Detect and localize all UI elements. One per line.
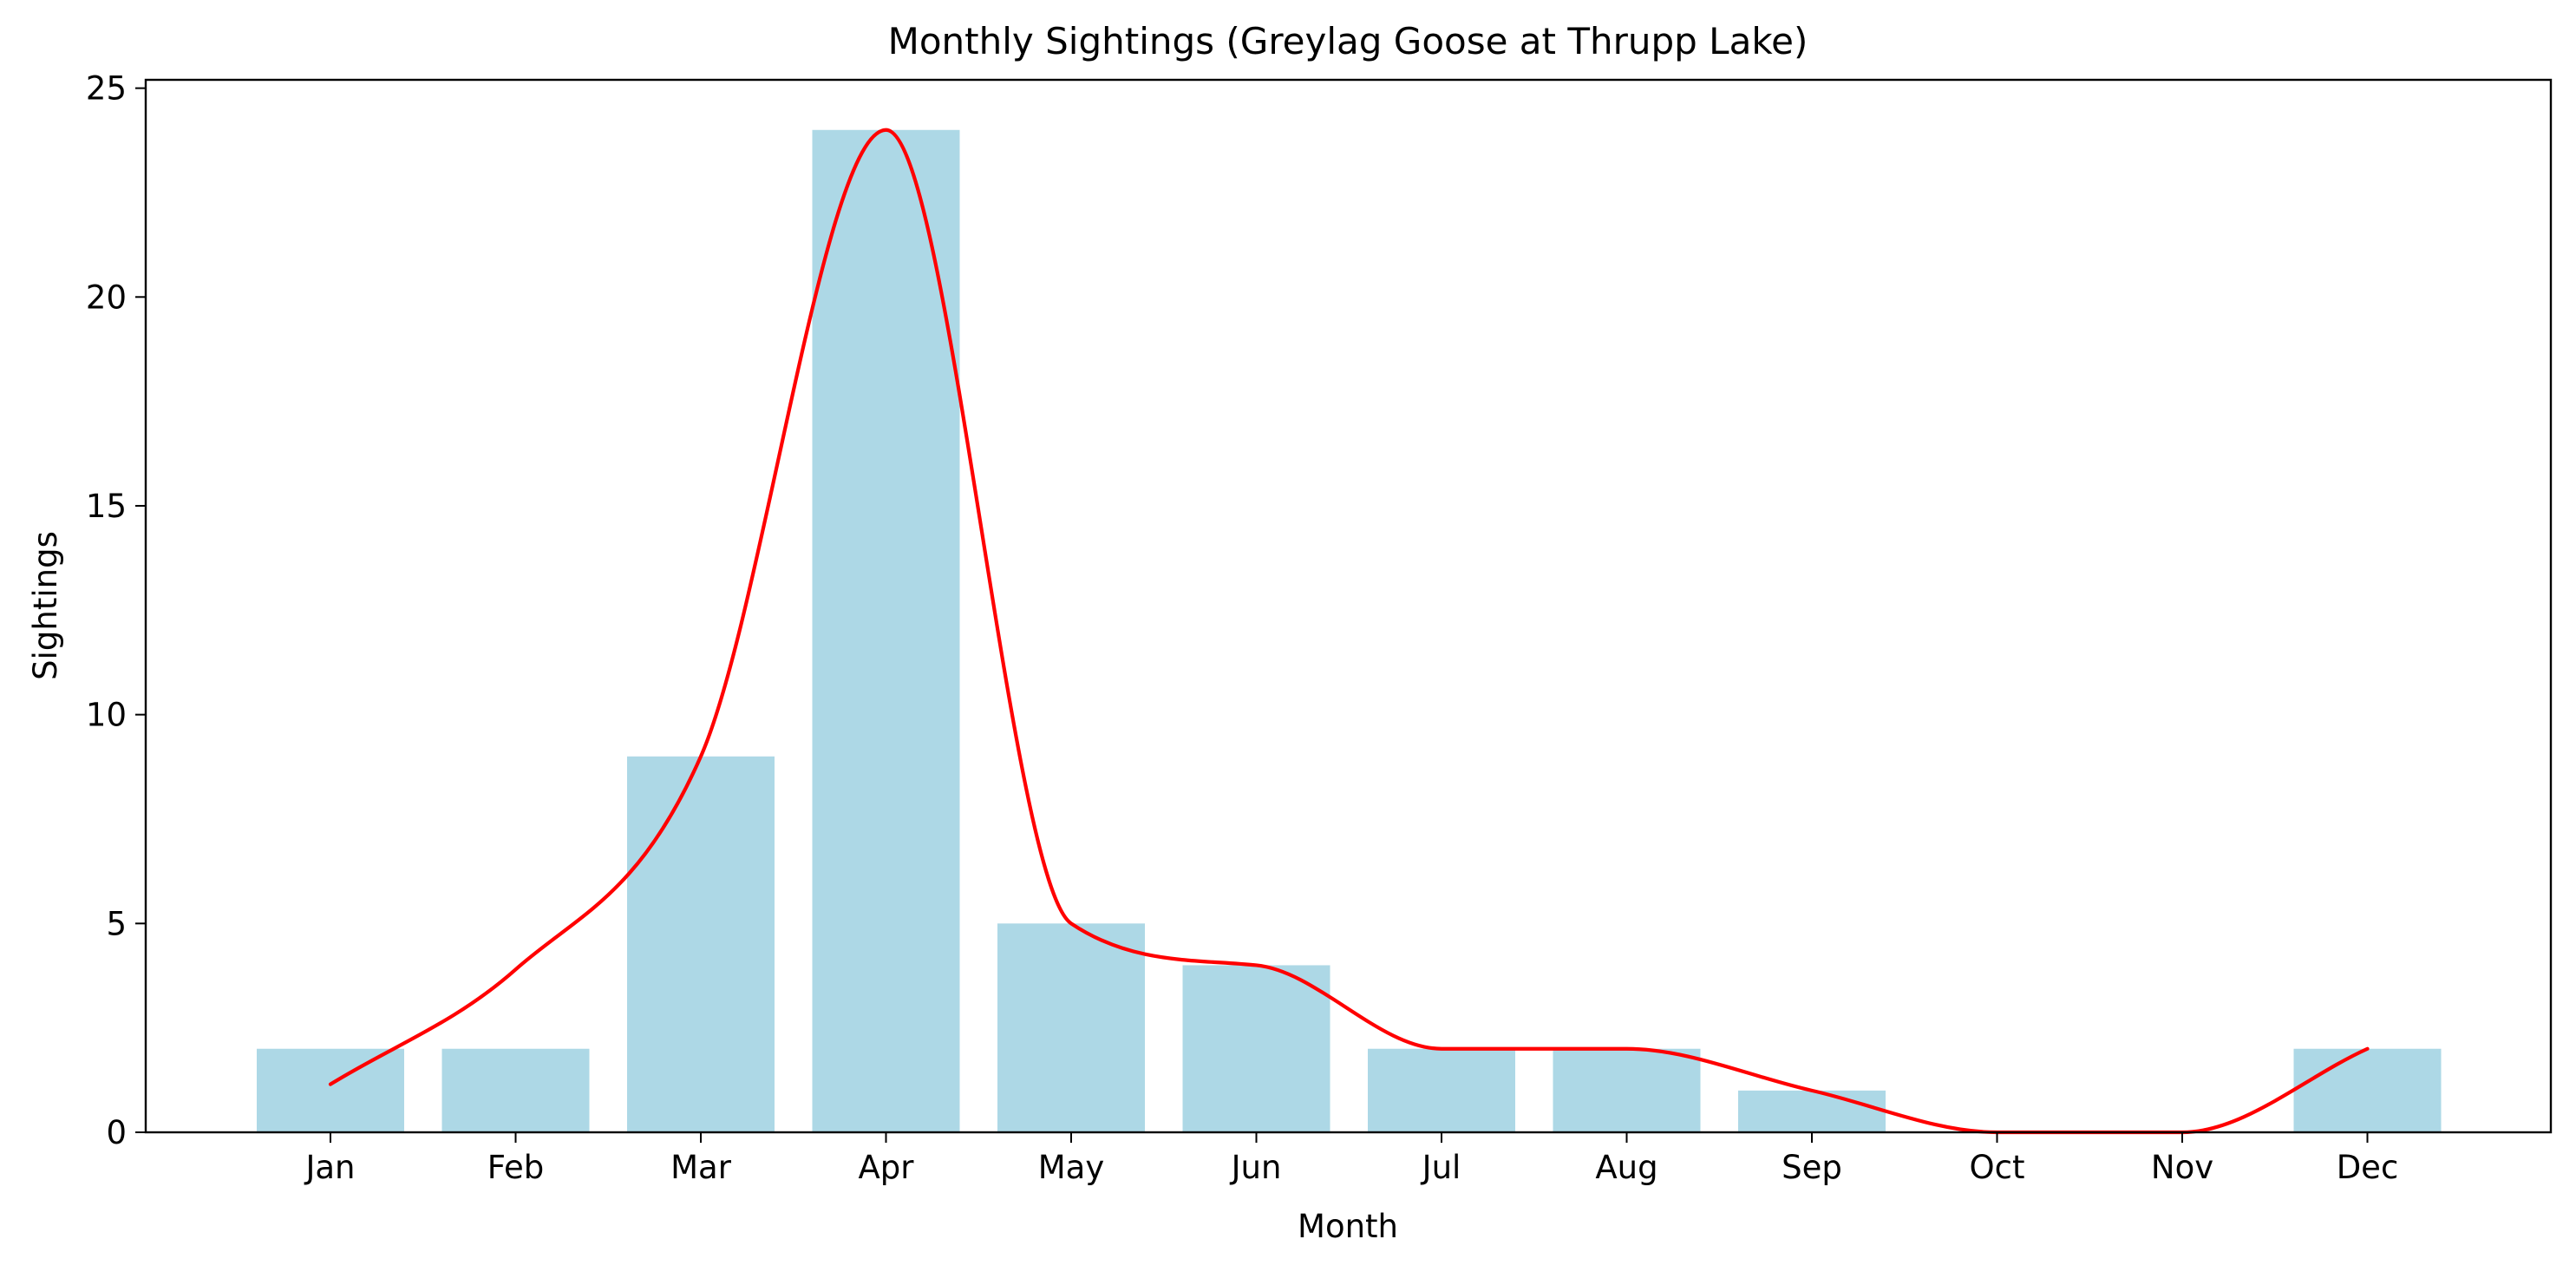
x-tick-label: Jun: [1230, 1149, 1282, 1186]
y-tick-label: 0: [106, 1114, 127, 1151]
y-tick-label: 25: [86, 70, 127, 108]
y-tick-label: 5: [106, 905, 127, 942]
bar-feb: [441, 1048, 590, 1132]
x-tick-label: Jan: [304, 1149, 355, 1186]
y-tick-label: 10: [86, 697, 127, 734]
trend-line-layer: [328, 128, 2370, 1135]
bar-dec: [2293, 1048, 2442, 1132]
y-axis-label: Sightings: [27, 531, 64, 680]
x-tick-label: May: [1038, 1149, 1105, 1186]
plot-frame: [144, 78, 2553, 1134]
x-axis-ticks: Jan Feb Mar Apr May Jun Jul Aug Sep Oct Nov Dec: [304, 1132, 2398, 1186]
chart-title: Monthly Sightings (Greylag Goose at Thru…: [888, 20, 1808, 62]
y-tick-label: 15: [86, 488, 127, 525]
bar-aug: [1553, 1048, 1701, 1132]
x-tick-label: Mar: [670, 1149, 732, 1186]
x-tick-label: Feb: [487, 1149, 545, 1186]
bar-jun: [1182, 965, 1330, 1132]
bar-may: [997, 923, 1145, 1132]
bar-mar: [627, 756, 775, 1132]
bar-jul: [1368, 1048, 1515, 1132]
x-axis-label: Month: [1298, 1208, 1398, 1245]
trend-line: [328, 128, 2370, 1135]
x-tick-label: Oct: [1970, 1149, 2025, 1186]
x-tick-label: Sep: [1782, 1149, 1842, 1186]
bars-layer: [257, 129, 2442, 1132]
x-tick-label: Nov: [2151, 1149, 2213, 1186]
bar-sep: [1738, 1090, 1886, 1132]
x-tick-label: Jul: [1421, 1149, 1461, 1186]
bar-apr: [812, 129, 960, 1132]
x-tick-label: Dec: [2337, 1149, 2399, 1186]
x-tick-label: Apr: [858, 1149, 914, 1186]
bar-jan: [257, 1048, 404, 1132]
y-axis-ticks: 0 5 10 15 20 25: [86, 70, 146, 1151]
x-tick-label: Aug: [1595, 1149, 1657, 1186]
y-tick-label: 20: [86, 279, 127, 316]
